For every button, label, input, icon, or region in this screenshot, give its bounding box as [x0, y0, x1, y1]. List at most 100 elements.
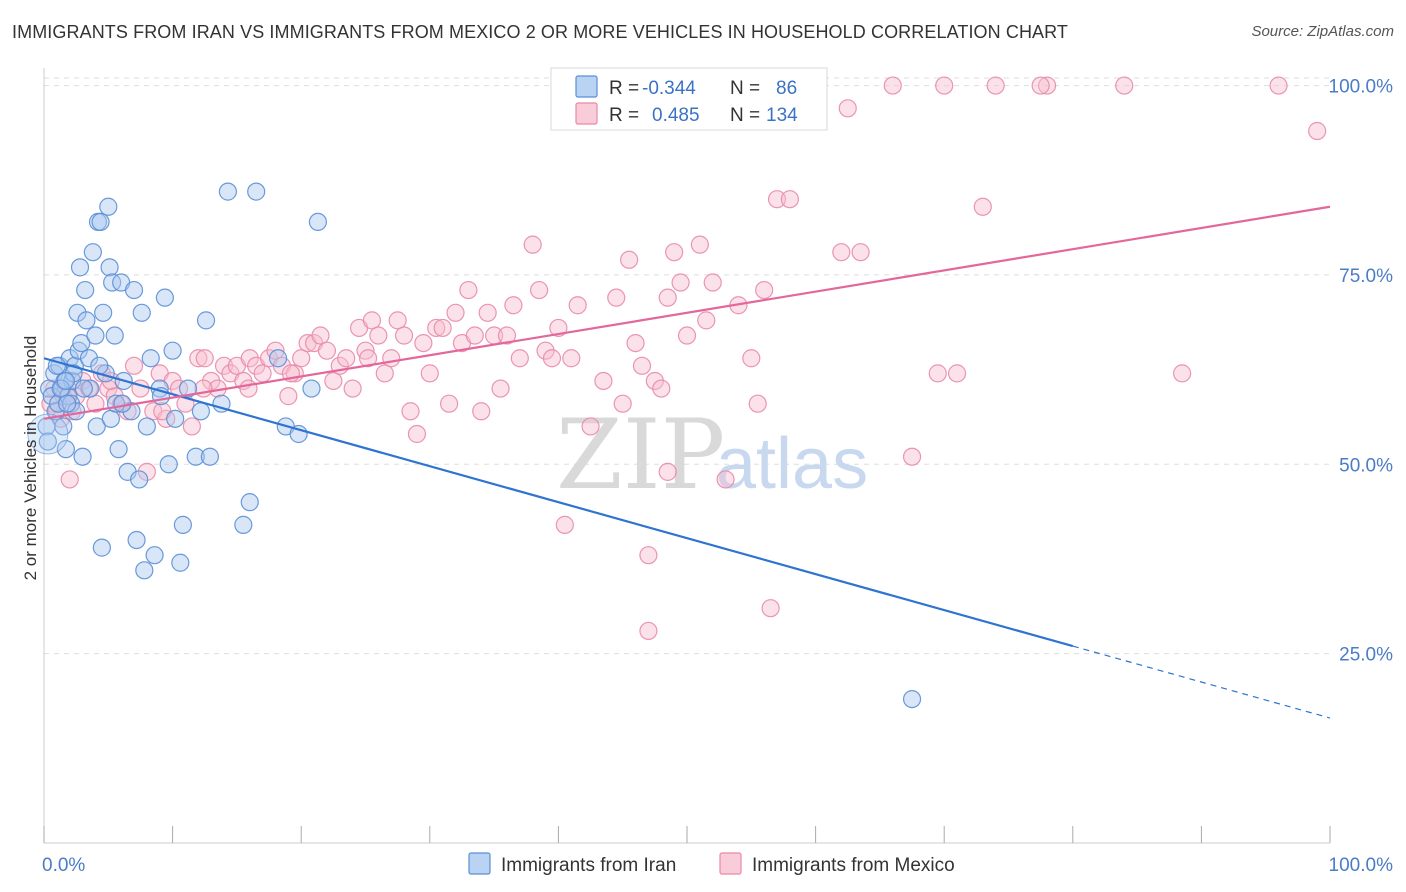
mexico-point-80: [568, 296, 587, 315]
chart-source: Source: ZipAtlas.com: [1251, 23, 1394, 40]
mexico-point-78: [555, 515, 574, 534]
mexico-point-101: [767, 190, 787, 209]
iran-point-51: [145, 546, 164, 565]
legend-n-label-iran: N =: [730, 78, 760, 99]
mexico-point-27: [214, 356, 234, 375]
iran-point-69: [268, 349, 288, 368]
mexico-point-44: [324, 371, 343, 391]
chart-title: IMMIGRANTS FROM IRAN VS IMMIGRANTS FROM …: [12, 22, 1069, 42]
iran-point-23: [79, 349, 99, 368]
mexico-point-110: [1308, 121, 1327, 141]
mexico-point-66: [465, 326, 484, 345]
mexico-points: [41, 76, 1327, 641]
mexico-point-122: [1031, 76, 1050, 95]
iran-point-57: [171, 553, 190, 572]
iran-point-67: [240, 493, 259, 512]
x-tick-labels: 0.0% 100.0%: [42, 855, 1393, 876]
iran-point-60: [186, 447, 205, 466]
iran-point-68: [247, 182, 266, 201]
mexico-point-114: [761, 599, 780, 618]
mexico-point-63: [446, 303, 465, 322]
iran-point-56: [166, 409, 185, 428]
iran-point-31: [94, 303, 113, 322]
mexico-point-111: [742, 349, 761, 368]
mexico-point-87: [632, 356, 652, 375]
mexico-point-103: [832, 243, 851, 262]
iran-point-63: [200, 447, 219, 466]
iran-point-cluster: [27, 413, 69, 455]
mexico-point-99: [748, 394, 767, 413]
mexico-point-95: [690, 235, 709, 254]
iran-point-49: [137, 417, 156, 436]
mexico-point-22: [182, 417, 201, 436]
watermark-atlas: atlas: [716, 424, 868, 504]
iran-point-65: [218, 182, 237, 201]
mexico-point-70: [491, 379, 510, 398]
mexico-point-58: [414, 333, 433, 353]
iran-point-55: [163, 341, 182, 360]
legend-r-value-iran: -0.344: [642, 78, 696, 99]
legend-r-label-iran: R =: [609, 78, 639, 99]
axes: [43, 68, 1331, 844]
mexico-point-72: [504, 296, 523, 315]
legend-n-value-iran: 86: [776, 78, 797, 99]
mexico-point-91: [658, 288, 677, 307]
iran-point-35: [101, 409, 120, 428]
iran-point-83: [113, 394, 132, 413]
mexico-point-37: [279, 387, 298, 406]
mexico-point-109: [1173, 364, 1192, 383]
mexico-point-42: [311, 326, 330, 345]
mexico-point-92: [665, 243, 684, 262]
mexico-point-65: [459, 280, 478, 300]
mexico-point-31: [240, 349, 259, 368]
mexico-point-68: [478, 303, 497, 322]
iran-point-80: [64, 364, 83, 383]
iran-trendline: [43, 357, 1074, 648]
bottom-legend-swatch-iran: [468, 852, 491, 875]
iran-point-27: [87, 417, 106, 436]
y-tick-label-1: 50.0%: [1339, 455, 1393, 476]
mexico-point-76: [542, 349, 562, 368]
mexico-point-33: [253, 364, 272, 383]
iran-trendline-extension: [1072, 645, 1331, 719]
iran-point-9: [56, 440, 75, 459]
mexico-point-52: [375, 364, 394, 383]
mexico-point-89: [645, 371, 664, 391]
bottom-legend-label-mexico: Immigrants from Mexico: [752, 855, 955, 876]
mexico-point-67: [472, 402, 491, 421]
mexico-point-133: [239, 379, 258, 398]
mexico-point-135: [358, 349, 378, 368]
iran-point-45: [127, 530, 146, 550]
iran-point-81: [74, 379, 93, 398]
x-tick-label-0: 0.0%: [42, 855, 85, 876]
mexico-point-79: [562, 349, 581, 368]
mexico-point-47: [343, 379, 362, 398]
mexico-point-13: [124, 356, 144, 375]
mexico-point-71: [497, 326, 517, 345]
mexico-point-117: [935, 76, 954, 95]
mexico-point-83: [607, 288, 626, 307]
iran-point-25: [83, 243, 102, 262]
y-tick-labels: 25.0% 50.0% 75.0% 100.0%: [1329, 77, 1394, 666]
iran-point-72: [302, 379, 321, 398]
iran-point-76: [38, 432, 57, 451]
mexico-point-60: [427, 318, 446, 338]
iran-point-61: [191, 402, 210, 421]
x-tick-label-1: 100.0%: [1329, 855, 1394, 876]
iran-point-18: [70, 258, 90, 277]
legend-box: R = -0.344 N = 86 R = 0.485 N = 134: [550, 67, 828, 131]
iran-point-21: [76, 280, 95, 300]
mexico-point-23: [189, 349, 208, 368]
legend-swatch-mexico: [575, 102, 598, 125]
iran-point-79: [58, 394, 77, 413]
mexico-point-81: [581, 417, 600, 436]
iran-point-39: [109, 440, 128, 459]
mexico-point-85: [620, 250, 639, 269]
mexico-trendline: [43, 205, 1331, 420]
bottom-legend-swatch-mexico: [719, 852, 742, 875]
iran-point-53: [155, 288, 174, 307]
mexico-point-97: [703, 273, 722, 292]
y-tick-label-0: 25.0%: [1339, 645, 1393, 666]
iran-point-50: [141, 349, 160, 368]
legend-r-value-mexico: 0.485: [652, 105, 700, 126]
